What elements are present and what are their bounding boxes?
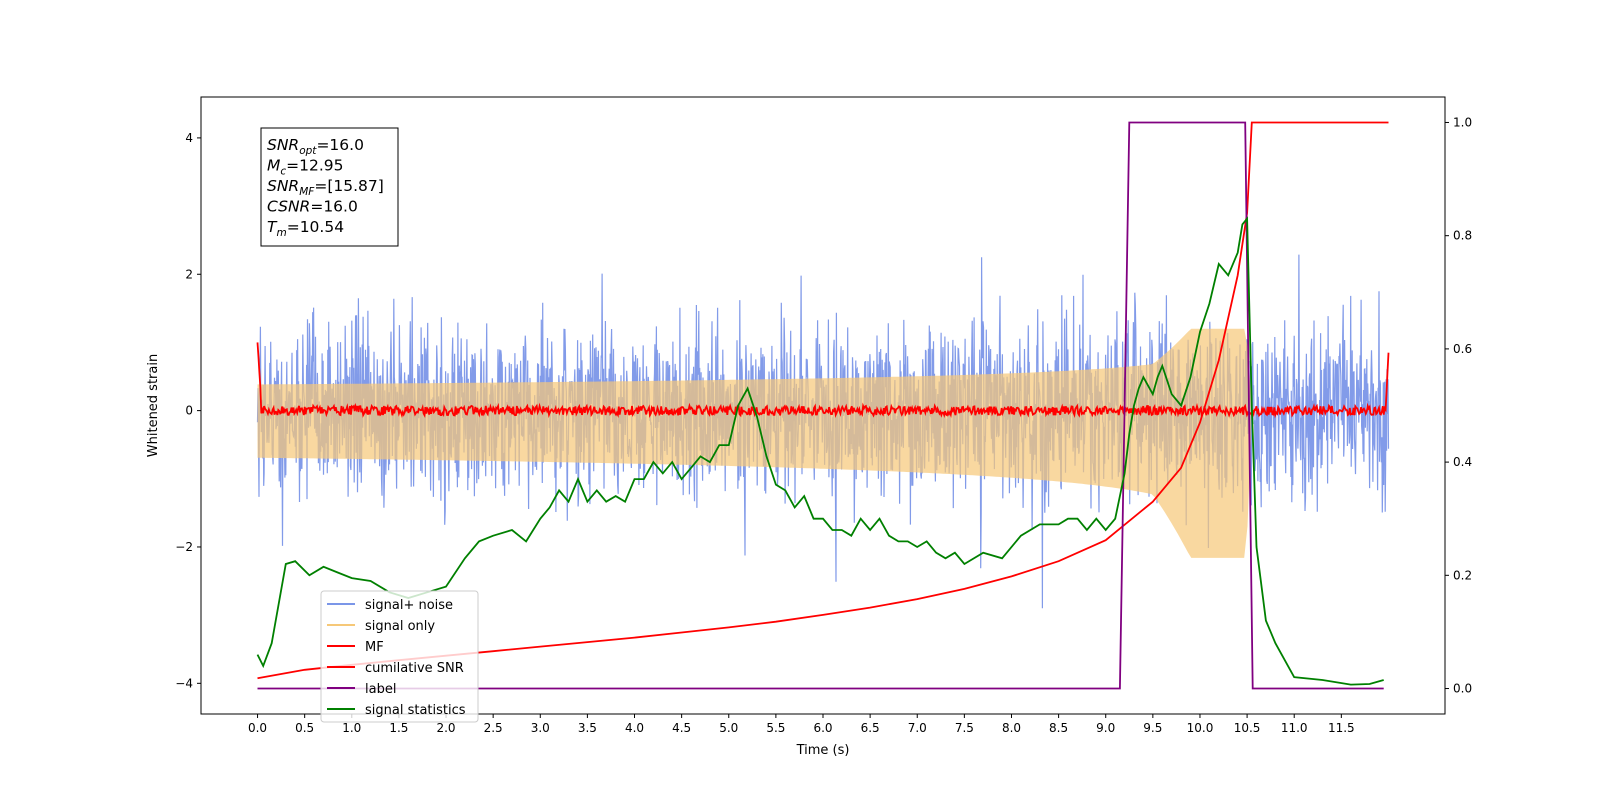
y-tick-label: −4	[175, 676, 193, 690]
y2-tick-label: 0.4	[1453, 455, 1472, 469]
y2-tick-label: 0.6	[1453, 342, 1472, 356]
legend-label: cumilative SNR	[365, 661, 464, 676]
label-line	[257, 121, 1384, 690]
legend-frame	[320, 590, 479, 723]
x-tick-label: 3.5	[578, 721, 597, 735]
x-tick-label: 5.0	[719, 721, 738, 735]
signal-only-series	[257, 328, 1251, 558]
signal-only-area	[257, 328, 1251, 558]
x-tick-label: 6.0	[813, 721, 832, 735]
x-tick-label: 8.5	[1049, 721, 1068, 735]
y2-tick-label: 0.8	[1453, 229, 1472, 243]
info-box-frame	[260, 127, 399, 247]
legend: signal+ noise signal only MF cumilative SNR…	[320, 590, 479, 723]
y-tick-label: −2	[175, 540, 193, 554]
info-box: SNRopt=16.0Mc=12.95SNRMF=[15.87]CSNR=16.…	[260, 127, 399, 247]
x-tick-label: 2.0	[436, 721, 455, 735]
y-axis-label: Whitened strain	[146, 354, 161, 457]
x-tick-label: 0.0	[248, 721, 267, 735]
y-tick-label: 2	[185, 267, 193, 281]
info-line: Tm=10.54	[267, 218, 344, 239]
y2-tick-label: 0.2	[1453, 568, 1472, 582]
legend-label: signal only	[365, 619, 435, 634]
x-tick-label: 10.0	[1187, 721, 1214, 735]
y2-axis: 0.0 0.2 0.4 0.6 0.8 1.0	[1445, 115, 1472, 696]
x-tick-label: 6.5	[861, 721, 880, 735]
info-line: SNRopt=16.0	[267, 136, 364, 157]
y2-tick-label: 1.0	[1453, 115, 1472, 129]
x-tick-label: 8.0	[1002, 721, 1021, 735]
x-tick-label: 4.5	[672, 721, 691, 735]
x-tick-label: 2.5	[484, 721, 503, 735]
x-tick-label: 3.0	[531, 721, 550, 735]
x-tick-label: 5.5	[766, 721, 785, 735]
x-tick-label: 1.0	[342, 721, 361, 735]
x-tick-label: 4.0	[625, 721, 644, 735]
x-axis: 0.0 0.5 1.0 1.5 2.0 2.5 3.0 3.5 4.0 4.5 5.0 5.5 6.0 6…	[248, 714, 1355, 735]
legend-label: signal statistics	[365, 703, 466, 718]
x-tick-label: 0.5	[295, 721, 314, 735]
x-tick-label: 9.5	[1143, 721, 1162, 735]
x-tick-label: 7.0	[908, 721, 927, 735]
mf-line	[256, 342, 1390, 419]
x-tick-label: 11.0	[1281, 721, 1308, 735]
info-line: CSNR=16.0	[267, 198, 358, 216]
legend-label: label	[365, 682, 396, 697]
x-tick-label: 9.0	[1096, 721, 1115, 735]
x-tick-label: 11.5	[1328, 721, 1355, 735]
x-tick-label: 1.5	[389, 721, 408, 735]
y-axis: −4 −2 0 2 4	[175, 131, 201, 690]
y-tick-label: 4	[185, 131, 193, 145]
legend-label: MF	[365, 640, 384, 655]
x-tick-label: 10.5	[1234, 721, 1261, 735]
x-axis-label: Time (s)	[796, 743, 850, 758]
signal-statistics-line	[256, 216, 1384, 686]
y-tick-label: 0	[185, 404, 193, 418]
info-line: SNRMF=[15.87]	[267, 177, 384, 198]
x-tick-label: 7.5	[955, 721, 974, 735]
legend-label: signal+ noise	[365, 598, 453, 613]
info-line: Mc=12.95	[267, 157, 344, 178]
y2-tick-label: 0.0	[1453, 682, 1472, 696]
